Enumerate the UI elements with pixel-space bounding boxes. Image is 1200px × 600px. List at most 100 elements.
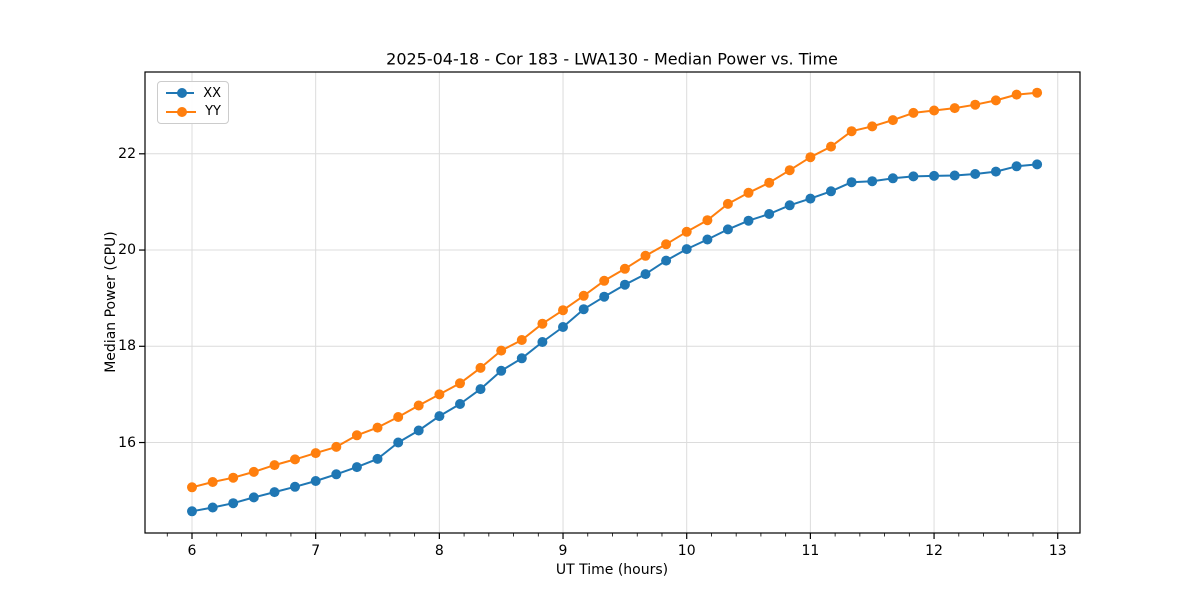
y-tick-label: 22 bbox=[118, 145, 136, 162]
series-xx-marker bbox=[764, 209, 775, 219]
series-xx-marker bbox=[351, 462, 362, 473]
series-yy-marker bbox=[619, 263, 630, 274]
series-xx-marker bbox=[310, 476, 321, 486]
series-xx-marker bbox=[269, 487, 280, 498]
x-tick-label: 7 bbox=[311, 543, 321, 559]
x-tick-label: 11 bbox=[801, 543, 820, 559]
series-yy-marker bbox=[784, 165, 795, 176]
series-yy-marker bbox=[949, 103, 960, 114]
series-yy-marker bbox=[722, 198, 733, 209]
series-xx-marker bbox=[434, 411, 445, 422]
series-yy-marker bbox=[434, 389, 445, 400]
series-xx-marker bbox=[228, 498, 239, 509]
series-yy-marker bbox=[1032, 87, 1043, 98]
series-xx-marker bbox=[599, 291, 610, 302]
series-yy-marker bbox=[496, 345, 507, 356]
series-yy-marker bbox=[743, 187, 754, 198]
x-tick-label: 13 bbox=[1048, 543, 1067, 559]
series-xx-marker bbox=[516, 353, 527, 364]
series-xx-marker bbox=[537, 337, 548, 347]
series-yy-marker bbox=[846, 126, 857, 137]
series-yy-marker bbox=[310, 448, 321, 459]
series-yy-marker bbox=[1011, 89, 1022, 100]
series-xx-marker bbox=[743, 215, 754, 226]
series-yy-marker bbox=[990, 95, 1001, 106]
series-xx-marker bbox=[455, 399, 465, 409]
chart-title: 2025-04-18 - Cor 183 - LWA130 - Median P… bbox=[386, 49, 838, 69]
series-yy-marker bbox=[661, 239, 672, 250]
x-tick-label: 8 bbox=[434, 543, 444, 559]
x-tick-label: 9 bbox=[558, 543, 568, 559]
series-xx-marker bbox=[681, 244, 692, 255]
series-xx-marker bbox=[187, 506, 197, 517]
series-yy-marker bbox=[681, 226, 692, 237]
series-yy-marker bbox=[207, 477, 218, 487]
series-yy-marker bbox=[475, 362, 486, 373]
series-xx-marker bbox=[393, 437, 404, 448]
y-tick-label: 18 bbox=[118, 338, 136, 355]
series-yy-marker bbox=[578, 290, 589, 301]
series-yy-marker bbox=[640, 250, 651, 261]
axes-spines bbox=[144, 71, 1081, 534]
series-xx-marker bbox=[248, 492, 259, 503]
legend: XX YY bbox=[157, 81, 229, 124]
series-yy-marker bbox=[269, 460, 280, 471]
y-tick-label: 20 bbox=[118, 242, 136, 259]
series-xx-marker bbox=[908, 171, 919, 182]
series-xx-marker bbox=[970, 169, 981, 179]
series-xx-marker bbox=[805, 193, 816, 204]
series-xx-marker bbox=[887, 173, 898, 184]
series-yy-marker bbox=[826, 141, 836, 152]
series-yy-marker bbox=[413, 400, 424, 411]
series-xx-marker bbox=[413, 425, 424, 436]
series-xx-marker bbox=[702, 234, 713, 245]
series-yy-marker bbox=[764, 177, 775, 188]
series-xx-marker bbox=[949, 170, 960, 181]
series-xx-marker bbox=[290, 481, 300, 492]
series-xx-marker bbox=[496, 365, 507, 376]
legend-label-yy: YY bbox=[205, 104, 221, 120]
series-xx-marker bbox=[475, 384, 486, 395]
series-xx-marker bbox=[846, 177, 857, 188]
x-tick-label: 10 bbox=[677, 543, 696, 559]
series-xx-marker bbox=[619, 279, 630, 290]
legend-line-marker-icon bbox=[166, 88, 195, 99]
series-yy-marker bbox=[558, 305, 568, 316]
series-yy-marker bbox=[393, 412, 404, 422]
series-yy-marker bbox=[929, 105, 940, 116]
series-yy-marker bbox=[516, 335, 527, 345]
series-xx-marker bbox=[207, 502, 218, 513]
series-xx-marker bbox=[1011, 161, 1022, 172]
series-yy-marker bbox=[331, 441, 342, 452]
series-xx-marker bbox=[826, 186, 836, 197]
series-yy-marker bbox=[970, 99, 981, 110]
series-yy-marker bbox=[908, 107, 919, 118]
legend-entry-yy: YY bbox=[165, 103, 221, 121]
series-yy-marker bbox=[290, 454, 300, 465]
y-tick-label: 16 bbox=[118, 434, 136, 451]
legend-label-xx: XX bbox=[203, 85, 221, 101]
series-xx-marker bbox=[578, 304, 589, 315]
series-yy-marker bbox=[702, 215, 713, 226]
series-yy-marker bbox=[228, 472, 239, 483]
series-xx-marker bbox=[990, 166, 1001, 177]
series-xx-marker bbox=[661, 255, 672, 266]
series-yy-marker bbox=[248, 466, 259, 477]
series-xx-marker bbox=[1032, 159, 1043, 170]
series-xx-marker bbox=[929, 170, 940, 181]
series-yy-marker bbox=[887, 115, 898, 126]
series-yy-marker bbox=[187, 482, 197, 493]
series-xx-marker bbox=[722, 224, 733, 235]
series-xx-marker bbox=[867, 176, 878, 187]
series-xx-line bbox=[191, 163, 1038, 513]
series-yy-marker bbox=[805, 152, 816, 163]
legend-line-marker-icon bbox=[166, 106, 197, 117]
series-xx-marker bbox=[640, 269, 651, 280]
series-yy-marker bbox=[867, 121, 878, 132]
series-yy-marker bbox=[455, 378, 465, 389]
series-xx-marker bbox=[558, 322, 568, 332]
x-tick-label: 12 bbox=[925, 543, 943, 559]
x-axis-label: UT Time (hours) bbox=[555, 562, 669, 578]
